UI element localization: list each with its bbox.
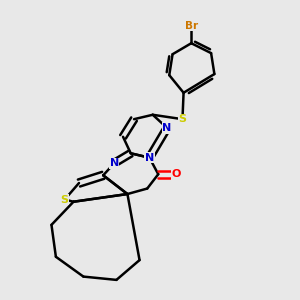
Text: S: S — [61, 194, 69, 205]
Text: Br: Br — [185, 21, 198, 31]
Text: N: N — [162, 123, 172, 133]
Text: N: N — [110, 158, 119, 168]
Text: O: O — [171, 169, 181, 179]
Text: S: S — [178, 114, 187, 124]
Text: N: N — [145, 153, 154, 163]
